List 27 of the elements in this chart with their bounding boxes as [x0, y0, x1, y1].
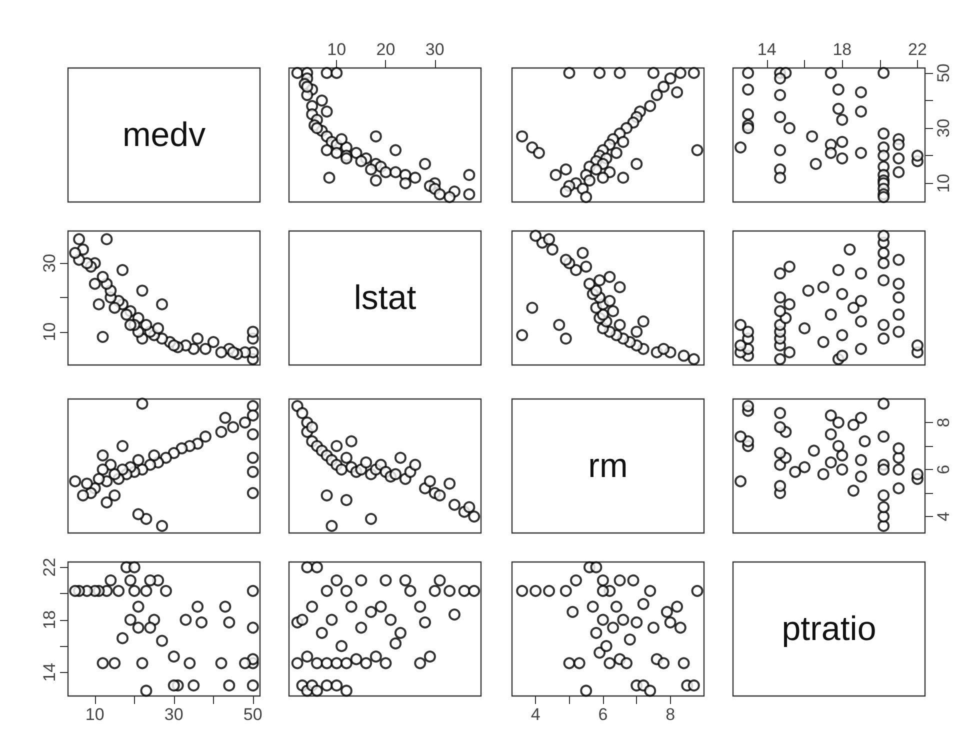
y-tick-label: 10 — [934, 174, 953, 193]
y-tick-label: 14 — [40, 662, 59, 682]
text: ptratio — [782, 610, 876, 648]
x-tick-label: 6 — [598, 705, 608, 724]
x-tick-label: 8 — [666, 705, 676, 724]
y-tick-label: 4 — [934, 512, 953, 522]
text: rm — [588, 447, 628, 485]
x-tick-label: 50 — [243, 705, 262, 724]
text: medv — [122, 116, 206, 154]
text: lstat — [354, 279, 417, 317]
y-tick-label: 10 — [40, 322, 59, 342]
y-tick-label: 30 — [40, 254, 59, 273]
x-tick-label: 10 — [85, 705, 104, 724]
y-tick-label: 18 — [40, 610, 59, 630]
x-tick-label: 4 — [530, 705, 540, 724]
y-tick-label: 50 — [934, 64, 953, 82]
y-tick-label: 30 — [934, 118, 953, 138]
x-tick-label: 30 — [425, 40, 444, 59]
x-tick-label: 18 — [832, 40, 852, 59]
x-tick-label: 14 — [757, 40, 776, 59]
x-tick-label: 10 — [327, 40, 346, 59]
y-tick-label: 6 — [934, 464, 953, 474]
x-tick-label: 22 — [908, 40, 927, 59]
x-tick-label: 30 — [164, 705, 184, 724]
y-tick-label: 22 — [40, 558, 59, 577]
x-tick-label: 20 — [376, 40, 396, 59]
y-tick-label: 8 — [934, 418, 953, 428]
